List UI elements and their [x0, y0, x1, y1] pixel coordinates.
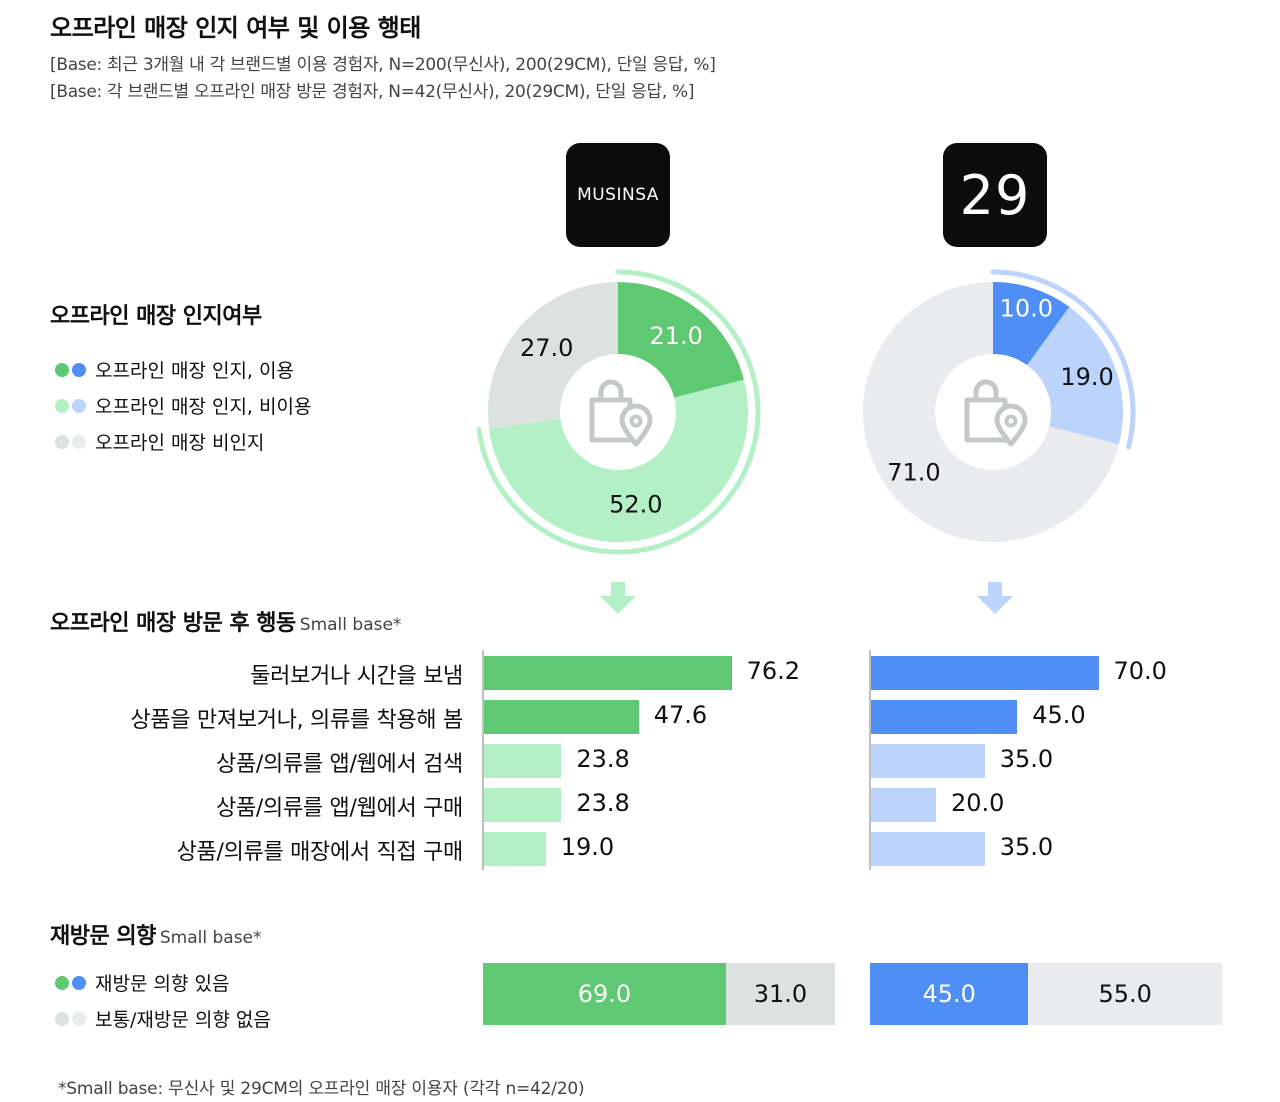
- behavior-bar: [484, 700, 639, 734]
- base-note-1: [Base: 최근 3개월 내 각 브랜드별 이용 경험자, N=200(무신사…: [50, 55, 716, 75]
- awareness-legend-not-used: 오프라인 매장 인지, 비이용: [55, 392, 311, 419]
- behavior-bar: [871, 788, 936, 822]
- cm29-donut-chart: 10.0 19.0 71.0: [863, 269, 1136, 542]
- behavior-bar-value: 76.2: [746, 657, 801, 685]
- awareness-title: 오프라인 매장 인지여부: [50, 304, 262, 329]
- footnote: *Small base: 무신사 및 29CM의 오프라인 매장 이용자 (각각…: [58, 1079, 585, 1099]
- musinsa-logo: MUSINSA: [566, 143, 670, 247]
- shopping-bag-location-icon: [589, 379, 653, 447]
- behavior-bar: [484, 788, 562, 822]
- revisit-no-segment: 55.0: [1028, 963, 1222, 1025]
- green-dot-icon: [55, 362, 69, 377]
- behavior-bar-value: 35.0: [999, 745, 1054, 773]
- used-slice: [618, 282, 744, 398]
- behavior-bar: [871, 656, 1099, 690]
- behavior-label: 상품/의류를 매장에서 직접 구매: [176, 840, 464, 865]
- light-blue-dot-icon: [72, 398, 86, 413]
- legend-label: 보통/재방문 의향 없음: [95, 1009, 271, 1031]
- blue-dot-icon: [72, 362, 86, 377]
- cm29-logo: 29: [943, 143, 1047, 247]
- revisit-title: 재방문 의향 Small base*: [50, 918, 262, 950]
- unaware-value-label: 71.0: [887, 458, 940, 486]
- behavior-bar-value: 19.0: [560, 833, 615, 861]
- light-green-dot-icon: [55, 398, 69, 413]
- gray-dot-icon: [55, 1011, 69, 1026]
- small-base-note: Small base*: [159, 928, 262, 948]
- behavior-bar: [484, 832, 546, 866]
- behavior-bar-value: 23.8: [576, 745, 630, 773]
- down-arrow-icon: [600, 582, 636, 614]
- cm29-bar-axis: [869, 650, 871, 870]
- behavior-bar-value: 20.0: [951, 789, 1005, 817]
- behavior-bar-value: 45.0: [1032, 701, 1086, 729]
- behavior-bar-value: 70.0: [1113, 657, 1167, 685]
- small-base-note: Small base*: [299, 615, 402, 635]
- legend-label: 오프라인 매장 비인지: [95, 432, 265, 454]
- revisit-no-segment: 31.0: [725, 963, 835, 1025]
- behavior-bar: [871, 832, 985, 866]
- light-gray-dot-icon: [72, 1011, 86, 1026]
- behavior-title: 오프라인 매장 방문 후 행동 Small base*: [50, 605, 401, 637]
- behavior-bar: [871, 744, 985, 778]
- legend-label: 재방문 의향 있음: [95, 973, 230, 995]
- down-arrow-icon: [977, 582, 1013, 614]
- unaware-slice: [488, 282, 618, 429]
- musinsa-donut-chart: 21.0 52.0 27.0: [476, 269, 761, 555]
- page-title: 오프라인 매장 인지 여부 및 이용 행태: [50, 14, 421, 42]
- revisit-title-text: 재방문 의향: [50, 924, 156, 949]
- aware-highlight-ring: [476, 269, 761, 555]
- musinsa-bar-axis: [482, 650, 484, 870]
- behavior-label: 상품을 만져보거나, 의류를 착용해 봄: [130, 708, 463, 733]
- behavior-bar: [871, 700, 1018, 734]
- gray-dot-icon: [55, 434, 69, 449]
- aware-not-used-slice: [1027, 306, 1123, 445]
- revisit-yes-segment: 69.0: [483, 963, 726, 1025]
- base-note-2: [Base: 각 브랜드별 오프라인 매장 방문 경험자, N=42(무신사),…: [50, 82, 695, 102]
- revisit-yes-segment: 45.0: [870, 963, 1029, 1025]
- revisit-legend-yes: 재방문 의향 있음: [55, 969, 229, 996]
- green-dot-icon: [55, 975, 69, 990]
- used-value-label: 10.0: [1000, 294, 1053, 322]
- behavior-bar-value: 47.6: [653, 701, 708, 729]
- revisit-legend-no: 보통/재방문 의향 없음: [55, 1005, 271, 1032]
- used-value-label: 21.0: [650, 322, 703, 350]
- aware-not-used-value-label: 52.0: [609, 490, 662, 518]
- blue-dot-icon: [72, 975, 86, 990]
- legend-label: 오프라인 매장 인지, 비이용: [95, 396, 312, 418]
- behavior-bar: [484, 744, 562, 778]
- light-gray-dot-icon: [72, 434, 86, 449]
- shopping-bag-location-icon: [964, 379, 1028, 447]
- behavior-bar: [484, 656, 732, 690]
- behavior-label: 상품/의류를 앱/웹에서 구매: [216, 796, 463, 821]
- behavior-bar-value: 23.8: [576, 789, 630, 817]
- behavior-label: 둘러보거나 시간을 보냄: [250, 664, 463, 689]
- aware-not-used-value-label: 19.0: [1060, 363, 1113, 391]
- behavior-bar-value: 35.0: [999, 833, 1054, 861]
- aware-not-used-slice: [489, 379, 748, 542]
- aware-highlight-ring: [990, 269, 1136, 450]
- awareness-legend-used: 오프라인 매장 인지, 이용: [55, 356, 294, 383]
- legend-label: 오프라인 매장 인지, 이용: [95, 360, 294, 382]
- unaware-slice: [863, 282, 1119, 542]
- behavior-label: 상품/의류를 앱/웹에서 검색: [216, 752, 463, 777]
- used-slice: [993, 282, 1070, 366]
- awareness-legend-unaware: 오프라인 매장 비인지: [55, 428, 264, 455]
- unaware-value-label: 27.0: [520, 334, 573, 362]
- behavior-title-text: 오프라인 매장 방문 후 행동: [50, 611, 296, 636]
